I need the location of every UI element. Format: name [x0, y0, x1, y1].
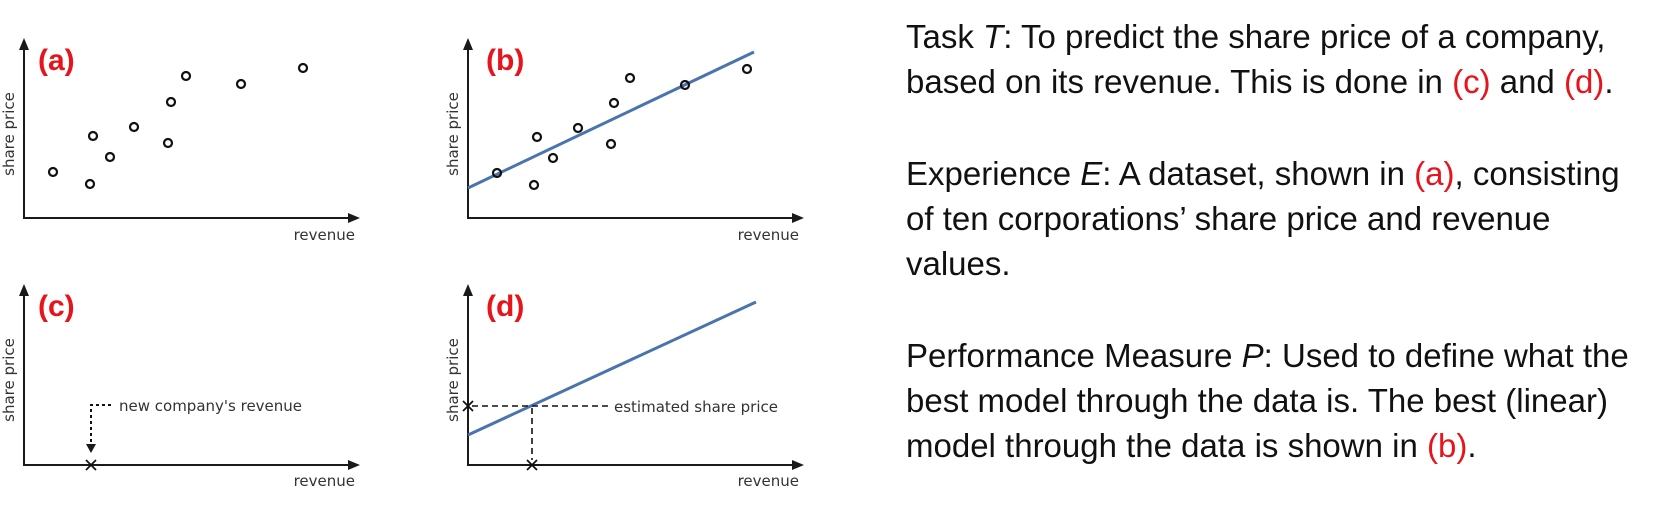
- data-point: [297, 62, 309, 74]
- figure-panels: (a) share price revenue (b) share price …: [0, 38, 804, 490]
- panel-c-y-arrow: [19, 284, 29, 296]
- data-point: [235, 78, 247, 90]
- data-point: [547, 152, 559, 164]
- panel-b-ylabel: share price: [444, 92, 462, 176]
- data-point: [528, 179, 540, 191]
- task-variable: T: [983, 18, 1004, 55]
- data-point: [84, 178, 96, 190]
- panel-c-x-cross: [85, 459, 97, 471]
- panel-c-ylabel: share price: [0, 338, 18, 422]
- data-point: [87, 130, 99, 142]
- panel-d-annotation: estimated share price: [614, 398, 778, 416]
- panel-d-xlabel: revenue: [738, 472, 799, 490]
- panel-d-y-arrow: [463, 284, 473, 296]
- data-point: [624, 72, 636, 84]
- task-end: .: [1604, 63, 1614, 100]
- panel-c-pointer-arrow: [86, 444, 96, 453]
- performance-ref-b: (b): [1427, 427, 1468, 464]
- panel-b-xlabel: revenue: [738, 226, 799, 244]
- task-prefix: Task: [906, 18, 984, 55]
- panel-d-axes: [467, 292, 796, 466]
- panel-a-ylabel: share price: [0, 92, 18, 176]
- data-point: [162, 137, 174, 149]
- panel-c-xlabel: revenue: [294, 472, 355, 490]
- experience-paragraph: Experience E: A dataset, shown in (a), c…: [906, 151, 1651, 286]
- experience-variable: E: [1080, 155, 1103, 192]
- performance-prefix: Performance Measure: [906, 337, 1242, 374]
- data-point: [128, 121, 140, 133]
- panel-c-revenue-pointer: [90, 404, 111, 446]
- panel-b: (b) share price revenue: [444, 38, 804, 244]
- data-point: [47, 166, 59, 178]
- panel-a: (a) share price revenue: [0, 38, 360, 244]
- data-point: [572, 122, 584, 134]
- panel-b-axes: [467, 46, 796, 219]
- panel-a-points: [47, 62, 309, 190]
- data-point: [491, 167, 503, 179]
- panel-c-x-arrow: [348, 460, 360, 470]
- experience-prefix: Experience: [906, 155, 1081, 192]
- performance-paragraph: Performance Measure P: Used to define wh…: [906, 333, 1651, 468]
- panel-d-label: (d): [486, 290, 524, 323]
- panel-a-label: (a): [38, 44, 75, 77]
- panel-d-ylabel: share price: [444, 338, 462, 422]
- panel-c-annotation: new company's revenue: [119, 397, 302, 415]
- data-point: [679, 79, 691, 91]
- panel-c-axes: [23, 292, 352, 466]
- panel-d-fit-line: [467, 300, 757, 437]
- experience-ref-a: (a): [1414, 155, 1455, 192]
- data-point: [104, 151, 116, 163]
- definition-text: Task T: To predict the share price of a …: [906, 14, 1651, 515]
- panel-b-label: (b): [486, 44, 524, 77]
- task-ref-c: (c): [1452, 63, 1491, 100]
- panel-b-points: [491, 63, 753, 191]
- panel-c: (c) share price revenue new company's re…: [0, 284, 360, 490]
- data-point: [531, 131, 543, 143]
- panel-d-x-cross: [526, 459, 538, 471]
- panel-d-y-cross: [462, 400, 474, 412]
- panel-b-fit-line: [467, 50, 755, 190]
- experience-end: , consisting of ten corporations’ share …: [906, 155, 1620, 282]
- task-body: : To predict the share price of a compan…: [906, 18, 1606, 100]
- panel-a-y-arrow: [19, 38, 29, 50]
- panel-a-xlabel: revenue: [294, 226, 355, 244]
- panel-d-x-arrow: [792, 460, 804, 470]
- performance-variable: P: [1241, 337, 1264, 374]
- task-mid: and: [1490, 63, 1564, 100]
- data-point: [605, 138, 617, 150]
- data-point: [165, 96, 177, 108]
- task-paragraph: Task T: To predict the share price of a …: [906, 14, 1651, 104]
- panel-b-x-arrow: [792, 213, 804, 223]
- performance-end: .: [1467, 427, 1477, 464]
- performance-body: : Used to define what the best model thr…: [906, 337, 1629, 464]
- data-point: [608, 97, 620, 109]
- panel-b-y-arrow: [463, 38, 473, 50]
- panel-a-axes: [23, 46, 352, 219]
- panel-a-x-arrow: [348, 213, 360, 223]
- panel-d: (d) share price revenue estimated share …: [444, 284, 804, 490]
- panel-c-label: (c): [38, 290, 75, 323]
- experience-body: : A dataset, shown in: [1102, 155, 1415, 192]
- data-point: [180, 70, 192, 82]
- data-point: [741, 63, 753, 75]
- task-ref-d: (d): [1563, 63, 1605, 100]
